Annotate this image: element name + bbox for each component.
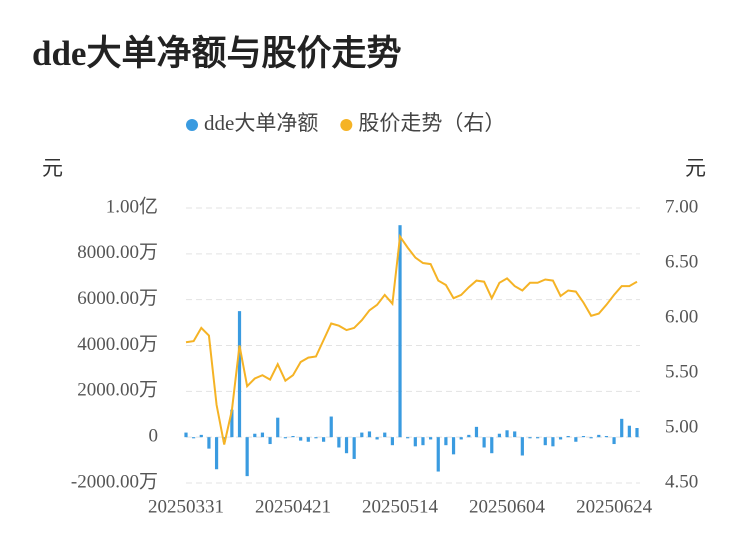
bar (329, 416, 333, 438)
bar (528, 437, 532, 439)
x-tick-label: 20250604 (469, 496, 546, 517)
y-tick-label: -2000.00万 (71, 471, 158, 492)
bar (604, 436, 609, 438)
bar (199, 434, 203, 438)
bar (306, 437, 310, 442)
bar (283, 437, 287, 439)
chart-title: dde大单净额与股价走势 (32, 34, 401, 73)
bar (597, 434, 601, 438)
y2-tick-label: 6.50 (665, 251, 698, 272)
bar (558, 437, 563, 440)
legend-label: dde大单净额 (204, 111, 318, 135)
y2-axis-unit: 元 (685, 156, 706, 180)
bar (581, 436, 586, 438)
bar (467, 434, 471, 438)
y-tick-label: 0 (149, 426, 159, 447)
price-line (185, 233, 638, 445)
bar (260, 432, 265, 438)
legend-label: 股价走势（右） (358, 111, 505, 135)
x-tick-label: 20250421 (255, 496, 331, 517)
bar (314, 437, 318, 439)
legend: dde大单净额 股价走势（右） (186, 111, 505, 135)
bar (543, 437, 547, 446)
bar (551, 437, 555, 447)
y2-tick-label: 5.00 (665, 416, 698, 437)
bar (390, 437, 394, 446)
bar (398, 225, 402, 438)
bar (291, 436, 295, 438)
bar (230, 409, 234, 438)
y2-tick-label: 7.00 (665, 196, 698, 217)
bar (536, 437, 540, 439)
bar (367, 431, 372, 438)
bar (505, 430, 509, 438)
y-tick-label: 1.00亿 (106, 195, 158, 217)
bar (207, 437, 211, 449)
bar (627, 425, 631, 438)
legend-marker (340, 119, 353, 131)
bar (459, 437, 463, 440)
y2-tick-label: 4.50 (665, 471, 698, 492)
x-tick-label: 20250514 (362, 496, 439, 517)
x-tick-label: 20250331 (148, 496, 224, 517)
bar (337, 437, 341, 448)
legend-marker (186, 119, 198, 131)
bar (360, 432, 364, 438)
bar (612, 437, 616, 445)
y-tick-label: 6000.00万 (77, 288, 158, 309)
bar (245, 437, 249, 477)
bar (482, 437, 486, 448)
bar (421, 437, 425, 446)
bar (375, 437, 379, 440)
bar (444, 437, 448, 446)
bar (635, 428, 639, 438)
y-tick-label: 8000.00万 (77, 242, 158, 263)
bar (253, 433, 257, 438)
bar (214, 437, 219, 470)
y2-tick-label: 5.50 (665, 361, 698, 382)
y2-tick-label: 6.00 (665, 306, 698, 327)
bar (474, 426, 479, 438)
bar (566, 436, 570, 438)
bar (299, 437, 303, 441)
bar (321, 437, 326, 442)
bar (497, 433, 502, 438)
bar (352, 437, 356, 459)
y-axis-unit: 元 (42, 156, 63, 180)
bar (513, 431, 517, 438)
bar (344, 437, 349, 454)
bar (237, 311, 242, 438)
x-tick-label: 20250624 (576, 496, 653, 517)
bar (520, 437, 524, 456)
bar (589, 437, 593, 439)
y-tick-label: 2000.00万 (77, 380, 158, 401)
bar (436, 437, 440, 472)
bar (574, 437, 578, 442)
bar (451, 437, 456, 455)
bar (276, 417, 280, 438)
bar (429, 437, 433, 440)
bar (268, 437, 272, 445)
bar (184, 432, 188, 438)
bar (490, 437, 494, 454)
y-tick-label: 4000.00万 (77, 334, 158, 355)
bar (192, 437, 196, 439)
bar (620, 418, 624, 438)
bar (383, 432, 387, 438)
bar (413, 437, 417, 447)
bar (406, 437, 410, 439)
